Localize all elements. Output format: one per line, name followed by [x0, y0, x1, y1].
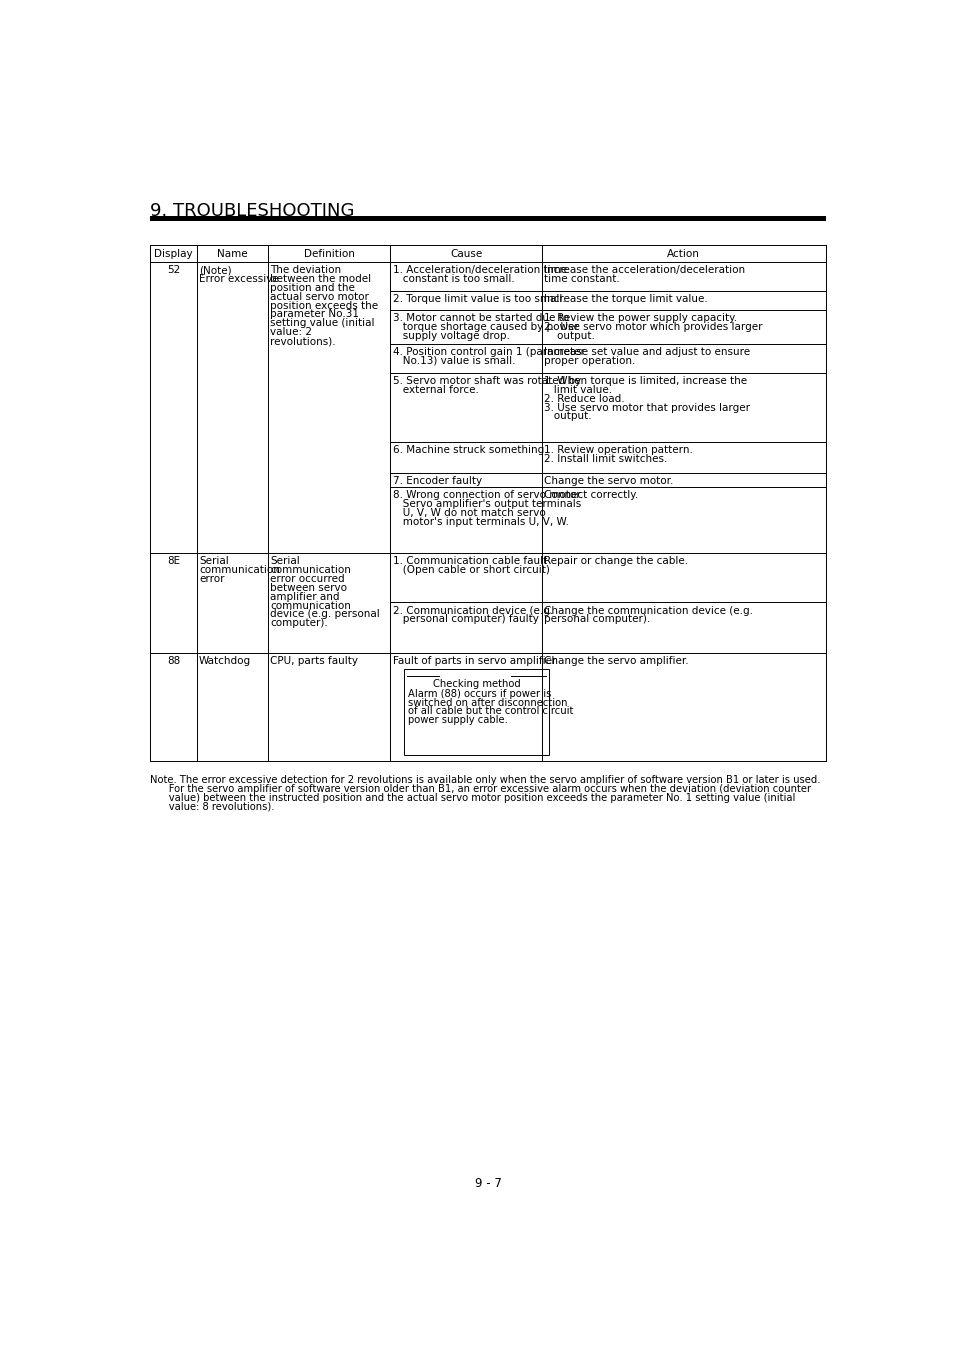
- Text: 1. Communication cable fault: 1. Communication cable fault: [393, 556, 546, 566]
- Text: CPU, parts faulty: CPU, parts faulty: [270, 656, 358, 667]
- Text: No.13) value is small.: No.13) value is small.: [393, 355, 515, 366]
- Text: 7. Encoder faulty: 7. Encoder faulty: [393, 477, 481, 486]
- Text: Definition: Definition: [303, 248, 355, 259]
- Text: 2. Reduce load.: 2. Reduce load.: [543, 394, 624, 404]
- Text: 1. Acceleration/deceleration time: 1. Acceleration/deceleration time: [393, 265, 566, 275]
- Text: 5. Servo motor shaft was rotated by: 5. Servo motor shaft was rotated by: [393, 377, 580, 386]
- Text: 1. When torque is limited, increase the: 1. When torque is limited, increase the: [543, 377, 746, 386]
- Text: Alarm (88) occurs if power is: Alarm (88) occurs if power is: [407, 688, 550, 699]
- Text: Note. The error excessive detection for 2 revolutions is available only when the: Note. The error excessive detection for …: [150, 775, 820, 784]
- Text: external force.: external force.: [393, 385, 478, 396]
- Text: time constant.: time constant.: [543, 274, 619, 284]
- Text: 2.  Use servo motor which provides larger: 2. Use servo motor which provides larger: [543, 321, 761, 332]
- Text: 4. Position control gain 1 (parameter: 4. Position control gain 1 (parameter: [393, 347, 584, 356]
- Text: Display: Display: [154, 248, 193, 259]
- Text: 3. Use servo motor that provides larger: 3. Use servo motor that provides larger: [543, 402, 749, 413]
- Text: 9 - 7: 9 - 7: [475, 1177, 502, 1189]
- Text: Increase the acceleration/deceleration: Increase the acceleration/deceleration: [543, 265, 744, 275]
- Text: device (e.g. personal: device (e.g. personal: [270, 609, 379, 620]
- Text: torque shortage caused by power: torque shortage caused by power: [393, 321, 578, 332]
- Text: Error excessive: Error excessive: [199, 274, 278, 284]
- Text: Serial: Serial: [270, 556, 300, 566]
- Text: actual servo motor: actual servo motor: [270, 292, 369, 302]
- Text: (Note): (Note): [199, 265, 232, 275]
- Text: Connect correctly.: Connect correctly.: [543, 490, 638, 500]
- Text: output.: output.: [543, 331, 595, 340]
- Text: Action: Action: [667, 248, 700, 259]
- Text: Servo amplifier's output terminals: Servo amplifier's output terminals: [393, 500, 580, 509]
- Text: 1. Review the power supply capacity.: 1. Review the power supply capacity.: [543, 313, 737, 323]
- Text: Cause: Cause: [450, 248, 481, 259]
- Text: Change the servo motor.: Change the servo motor.: [543, 477, 673, 486]
- Text: parameter No.31: parameter No.31: [270, 309, 359, 320]
- Text: motor's input terminals U, V, W.: motor's input terminals U, V, W.: [393, 517, 568, 526]
- Text: setting value (initial: setting value (initial: [270, 319, 375, 328]
- Text: Increase the torque limit value.: Increase the torque limit value.: [543, 294, 707, 305]
- Text: Repair or change the cable.: Repair or change the cable.: [543, 556, 687, 566]
- Text: 8. Wrong connection of servo motor.: 8. Wrong connection of servo motor.: [393, 490, 582, 500]
- Text: communication: communication: [270, 601, 351, 610]
- Text: U, V, W do not match servo: U, V, W do not match servo: [393, 508, 545, 518]
- Text: Serial: Serial: [199, 556, 229, 566]
- Text: 3. Motor cannot be started due to: 3. Motor cannot be started due to: [393, 313, 568, 323]
- Text: limit value.: limit value.: [543, 385, 612, 396]
- Text: Checking method: Checking method: [433, 679, 519, 688]
- Text: position and the: position and the: [270, 284, 355, 293]
- Text: output.: output.: [543, 412, 591, 421]
- Text: revolutions).: revolutions).: [270, 336, 335, 346]
- Text: value: 2: value: 2: [270, 327, 312, 338]
- Text: computer).: computer).: [270, 618, 328, 628]
- Text: 2. Torque limit value is too small.: 2. Torque limit value is too small.: [393, 294, 565, 305]
- Text: supply voltage drop.: supply voltage drop.: [393, 331, 509, 340]
- Text: proper operation.: proper operation.: [543, 355, 635, 366]
- Bar: [404, 668, 548, 755]
- Text: 2. Communication device (e.g.: 2. Communication device (e.g.: [393, 606, 553, 616]
- Text: 2. Install limit switches.: 2. Install limit switches.: [543, 454, 667, 464]
- Text: 52: 52: [167, 265, 180, 275]
- Text: 88: 88: [167, 656, 180, 667]
- Text: power supply cable.: power supply cable.: [407, 716, 507, 725]
- Text: The deviation: The deviation: [270, 265, 341, 275]
- Text: 9. TROUBLESHOOTING: 9. TROUBLESHOOTING: [150, 202, 355, 220]
- Text: constant is too small.: constant is too small.: [393, 274, 514, 284]
- Text: position exceeds the: position exceeds the: [270, 301, 378, 310]
- Text: communication: communication: [199, 566, 279, 575]
- Text: error: error: [199, 574, 224, 585]
- Text: between the model: between the model: [270, 274, 371, 284]
- Text: value) between the instructed position and the actual servo motor position excee: value) between the instructed position a…: [150, 792, 795, 803]
- Text: Change the servo amplifier.: Change the servo amplifier.: [543, 656, 688, 667]
- Text: Increase set value and adjust to ensure: Increase set value and adjust to ensure: [543, 347, 749, 356]
- Text: Name: Name: [217, 248, 248, 259]
- Text: (Open cable or short circuit): (Open cable or short circuit): [393, 566, 549, 575]
- Text: personal computer).: personal computer).: [543, 614, 650, 625]
- Text: For the servo amplifier of software version older than B1, an error excessive al: For the servo amplifier of software vers…: [150, 784, 810, 794]
- Text: 8E: 8E: [167, 556, 180, 566]
- Text: 1. Review operation pattern.: 1. Review operation pattern.: [543, 446, 692, 455]
- Text: personal computer) faulty: personal computer) faulty: [393, 614, 538, 625]
- Text: error occurred: error occurred: [270, 574, 345, 585]
- Text: 6. Machine struck something.: 6. Machine struck something.: [393, 446, 547, 455]
- Text: amplifier and: amplifier and: [270, 591, 339, 602]
- Text: Watchdog: Watchdog: [199, 656, 251, 667]
- Text: Fault of parts in servo amplifier: Fault of parts in servo amplifier: [393, 656, 556, 667]
- Bar: [150, 216, 825, 220]
- Text: of all cable but the control circuit: of all cable but the control circuit: [407, 706, 573, 717]
- Text: value: 8 revolutions).: value: 8 revolutions).: [150, 802, 274, 811]
- Text: between servo: between servo: [270, 583, 347, 593]
- Text: switched on after disconnection: switched on after disconnection: [407, 698, 566, 707]
- Text: Change the communication device (e.g.: Change the communication device (e.g.: [543, 606, 752, 616]
- Text: communication: communication: [270, 566, 351, 575]
